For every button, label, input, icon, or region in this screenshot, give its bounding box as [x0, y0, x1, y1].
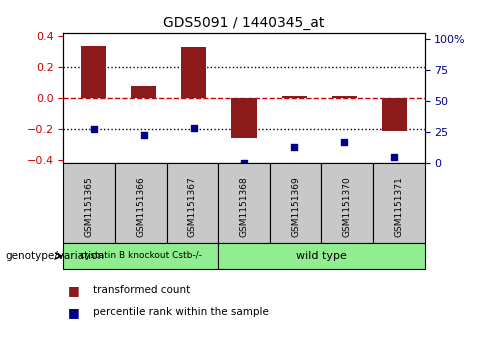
Text: GSM1151370: GSM1151370	[343, 176, 352, 237]
Text: GSM1151367: GSM1151367	[188, 176, 197, 237]
Bar	[231, 98, 257, 138]
Text: GSM1151369: GSM1151369	[291, 176, 300, 237]
Bar	[182, 47, 206, 98]
Bar	[282, 97, 306, 98]
Text: ■: ■	[68, 284, 80, 297]
Text: cystatin B knockout Cstb-/-: cystatin B knockout Cstb-/-	[80, 252, 202, 260]
Bar	[332, 97, 357, 98]
Point	[140, 132, 147, 138]
Point	[90, 126, 98, 131]
Bar	[131, 86, 156, 98]
Text: wild type: wild type	[296, 251, 347, 261]
Point	[190, 125, 198, 131]
Point	[341, 139, 348, 145]
Point	[390, 154, 398, 159]
Text: GSM1151371: GSM1151371	[394, 176, 403, 237]
Point	[240, 160, 248, 166]
Text: GSM1151366: GSM1151366	[136, 176, 145, 237]
Text: percentile rank within the sample: percentile rank within the sample	[93, 307, 268, 317]
Text: GSM1151368: GSM1151368	[240, 176, 248, 237]
Title: GDS5091 / 1440345_at: GDS5091 / 1440345_at	[163, 16, 325, 30]
Bar	[382, 98, 407, 131]
Text: GSM1151365: GSM1151365	[85, 176, 94, 237]
Bar	[81, 46, 106, 98]
Text: transformed count: transformed count	[93, 285, 190, 295]
Text: ■: ■	[68, 306, 80, 319]
Text: genotype/variation: genotype/variation	[5, 251, 104, 261]
Point	[290, 144, 298, 150]
